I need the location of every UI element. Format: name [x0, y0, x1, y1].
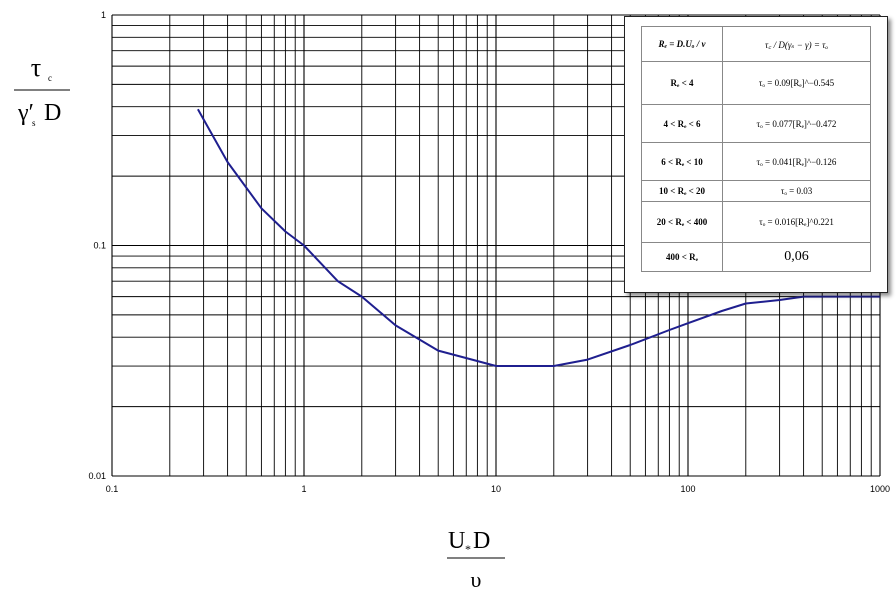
table-row: Rₑ < 4 τₒ = 0.09[Rₑ]^−0.545: [641, 61, 871, 105]
table-row: 20 < Rₑ < 400 τₒ = 0.016[Rₑ]^0.221: [641, 201, 871, 243]
range-cell: Rₑ < 4: [641, 61, 723, 105]
ylabel-gamma-sub: s: [32, 118, 36, 128]
ylabel-tau-sub: c: [48, 73, 52, 83]
series-line: [197, 108, 880, 367]
range-cell: 4 < Rₑ < 6: [641, 104, 723, 143]
ylabel-d: D: [44, 100, 61, 126]
x-tick-label: 1000: [870, 484, 890, 494]
xlabel-nu: υ: [471, 567, 482, 592]
table-row: 4 < Rₑ < 6 τₒ = 0.077[Rₑ]^−0.472: [641, 104, 871, 143]
table-row: 10 < Rₑ < 20 τₒ = 0.03: [641, 180, 871, 202]
formula-cell: τₒ = 0.077[Rₑ]^−0.472: [722, 104, 871, 143]
y-tick-label: 1: [101, 10, 106, 20]
y-tick-label: 0.1: [93, 241, 106, 251]
ylabel-gamma: γ′: [17, 100, 34, 126]
table-row: 400 < Rₑ 0,06: [641, 242, 871, 272]
series-group: [197, 108, 880, 367]
y-tick-label: 0.01: [88, 471, 106, 481]
xlabel-d: D: [473, 528, 490, 554]
x-tick-label: 100: [680, 484, 695, 494]
header-tau-definition: τ꜀ / D(γₛ − γ) = τₒ: [722, 26, 871, 62]
x-tick-labels: 0.1 1 10 100 1000: [106, 484, 890, 494]
range-cell: 6 < Rₑ < 10: [641, 142, 723, 181]
x-tick-label: 0.1: [106, 484, 119, 494]
table-row: 6 < Rₑ < 10 τₒ = 0.041[Rₑ]^−0.126: [641, 142, 871, 181]
formula-table-panel: Rₑ = D.Uₒ / ν τ꜀ / D(γₛ − γ) = τₒ Rₑ < 4…: [624, 16, 888, 293]
x-axis-label: U * D υ: [447, 528, 505, 592]
header-re-definition: Rₑ = D.Uₒ / ν: [641, 26, 723, 62]
formula-cell: τₒ = 0.09[Rₑ]^−0.545: [722, 61, 871, 105]
y-axis-label: τ c γ′ s D: [14, 53, 70, 128]
formula-cell: τₒ = 0.016[Rₑ]^0.221: [722, 201, 871, 243]
xlabel-u: U: [448, 528, 465, 554]
formula-table: Rₑ = D.Uₒ / ν τ꜀ / D(γₛ − γ) = τₒ Rₑ < 4…: [641, 26, 871, 272]
range-cell: 20 < Rₑ < 400: [641, 201, 723, 243]
xlabel-star: *: [465, 542, 471, 556]
formula-cell: τₒ = 0.03: [722, 180, 871, 202]
y-tick-labels: 0.01 0.1 1: [88, 10, 106, 481]
x-tick-label: 10: [491, 484, 501, 494]
ylabel-tau: τ: [31, 53, 41, 82]
range-cell: 400 < Rₑ: [641, 242, 723, 272]
formula-cell: 0,06: [722, 242, 871, 272]
x-tick-label: 1: [301, 484, 306, 494]
formula-cell: τₒ = 0.041[Rₑ]^−0.126: [722, 142, 871, 181]
table-header-row: Rₑ = D.Uₒ / ν τ꜀ / D(γₛ − γ) = τₒ: [641, 26, 871, 62]
range-cell: 10 < Rₑ < 20: [641, 180, 723, 202]
